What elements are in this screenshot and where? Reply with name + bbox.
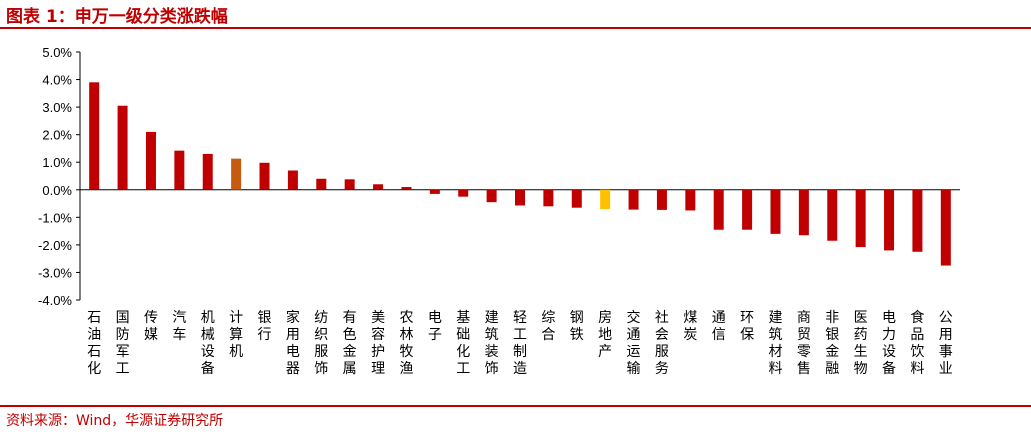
x-category-label: 建筑装饰 [485,310,499,377]
x-category-label: 机械设备 [201,310,215,377]
x-category-label: 非银金融 [825,310,839,377]
bar-24 [742,189,753,230]
x-category-label: 电力设备 [882,310,896,377]
bar-29 [884,189,895,251]
chart-title: 图表 1：申万一级分类涨跌幅 [6,7,228,27]
bar-10 [344,179,355,190]
bar-9 [316,178,327,190]
x-category-label: 交通运输 [627,309,641,377]
x-category-label: 传媒 [144,310,158,343]
x-category-label: 轻工制造 [513,310,527,377]
x-category-label: 银行 [258,310,272,343]
bar-31 [940,189,951,266]
x-category-label: 综合 [541,310,555,343]
bar-5 [202,153,213,190]
y-tick-label: 1.0% [42,155,72,170]
x-category-label: 有色金属 [343,310,357,377]
y-tick-label: -2.0% [38,238,72,253]
x-category-label: 计算机 [229,310,243,360]
y-tick-label: -4.0% [38,293,72,308]
bar-22 [685,189,696,211]
bar-26 [798,189,809,236]
bar-27 [827,189,838,241]
x-category-label: 国防军工 [116,310,130,377]
bar-19 [600,189,611,210]
bar-20 [628,189,639,210]
x-category-label: 环保 [740,310,754,343]
bar-12 [401,187,412,190]
x-category-label: 食品饮料 [910,309,924,377]
x-category-label: 农林牧渔 [399,310,413,377]
y-tick-label: 5.0% [42,45,72,60]
source-note: 资料来源：Wind，华源证券研究所 [6,413,224,429]
y-tick-label: -3.0% [38,265,72,280]
y-tick-label: 0.0% [42,183,72,198]
y-tick-label: 3.0% [42,100,72,115]
bar-18 [571,189,582,208]
bar-7 [259,162,270,190]
bar-8 [287,170,298,190]
x-category-label: 基础化工 [456,309,470,377]
bar-21 [656,189,667,210]
bar-28 [855,189,866,248]
x-category-label: 煤炭 [683,310,697,343]
bar-11 [373,184,384,190]
x-category-label: 美容护理 [371,310,385,377]
bar-17 [543,189,554,207]
y-tick-label: 2.0% [42,128,72,143]
x-category-label: 商贸零售 [797,310,811,377]
bar-25 [770,189,781,234]
x-category-label: 建筑材料 [768,310,782,377]
x-category-label: 纺织服饰 [314,310,328,377]
footer-rule [0,405,1031,407]
x-category-label: 房地产 [598,310,612,360]
x-category-label: 电子 [428,310,442,343]
bar-14 [458,189,469,197]
bar-16 [515,189,525,206]
bar-6 [231,158,242,190]
x-category-label: 汽车 [172,310,186,343]
y-tick-label: -1.0% [38,210,72,225]
bar-13 [429,189,440,194]
x-category-label: 家用电器 [286,309,300,377]
header-rule [0,27,1031,29]
bar-30 [912,189,923,252]
bar-2 [117,105,128,190]
bar-1 [89,82,100,190]
bar-15 [486,189,497,203]
bar-chart: 5.0% 4.0% 3.0% 2.0% 1.0% 0.0% -1.0% -2.0% -3.0% -… [38,45,960,377]
bar-4 [174,150,185,190]
x-category-label: 公用事业 [939,310,953,377]
x-category-label: 社会服务 [655,310,669,377]
y-tick-label: 4.0% [42,73,72,88]
x-category-label: 医药生物 [854,310,868,377]
x-category-label: 钢铁 [570,310,584,343]
bar-3 [145,131,156,190]
x-category-label: 通信 [712,310,726,343]
bar-23 [713,189,724,230]
x-category-label: 石油石化 [87,310,101,377]
